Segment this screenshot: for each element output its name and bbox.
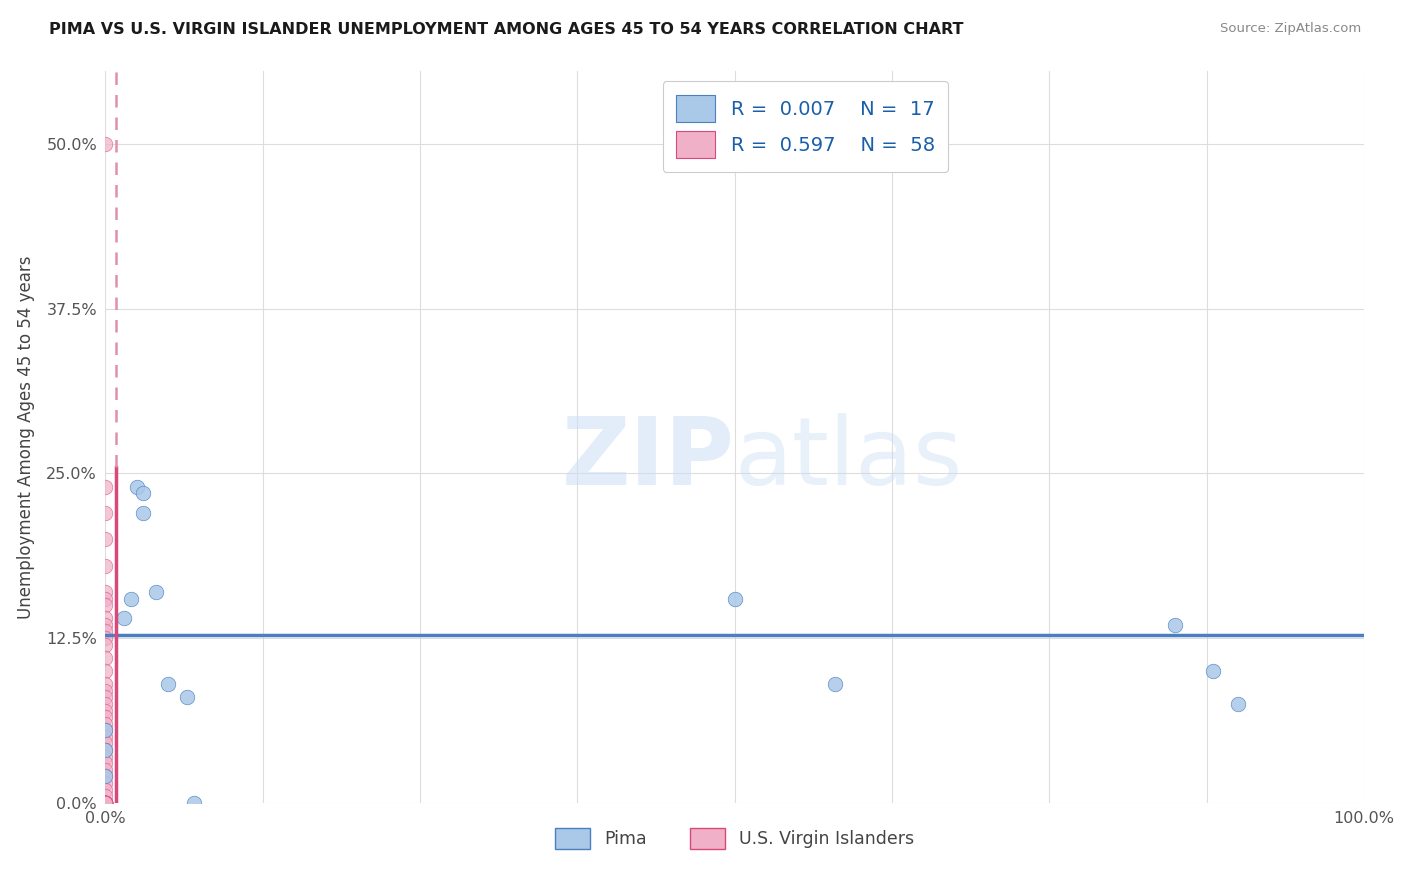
Point bbox=[94, 697, 117, 711]
Point bbox=[132, 486, 155, 500]
Text: ZIP: ZIP bbox=[562, 413, 734, 505]
Point bbox=[94, 618, 117, 632]
Point bbox=[94, 716, 117, 731]
Point bbox=[94, 704, 117, 718]
Point bbox=[94, 677, 117, 691]
Point bbox=[94, 749, 117, 764]
Point bbox=[94, 769, 117, 783]
Point bbox=[157, 677, 180, 691]
Point bbox=[94, 776, 117, 790]
Point bbox=[94, 743, 117, 757]
Point bbox=[94, 631, 117, 645]
Point bbox=[94, 796, 117, 810]
Point bbox=[824, 677, 846, 691]
Text: atlas: atlas bbox=[734, 413, 963, 505]
Point bbox=[125, 479, 148, 493]
Point bbox=[94, 796, 117, 810]
Point bbox=[94, 611, 117, 625]
Legend: Pima, U.S. Virgin Islanders: Pima, U.S. Virgin Islanders bbox=[548, 822, 921, 856]
Point bbox=[94, 479, 117, 493]
Point bbox=[94, 763, 117, 777]
Point bbox=[94, 710, 117, 724]
Point bbox=[1202, 664, 1225, 678]
Text: PIMA VS U.S. VIRGIN ISLANDER UNEMPLOYMENT AMONG AGES 45 TO 54 YEARS CORRELATION : PIMA VS U.S. VIRGIN ISLANDER UNEMPLOYMEN… bbox=[49, 22, 963, 37]
Point bbox=[94, 723, 117, 738]
Point bbox=[94, 796, 117, 810]
Point bbox=[94, 756, 117, 771]
Point bbox=[94, 136, 117, 151]
Point bbox=[94, 769, 117, 783]
Point bbox=[94, 585, 117, 599]
Point bbox=[94, 796, 117, 810]
Point bbox=[1164, 618, 1187, 632]
Point bbox=[145, 585, 167, 599]
Point bbox=[94, 796, 117, 810]
Point bbox=[94, 650, 117, 665]
Point bbox=[94, 796, 117, 810]
Point bbox=[94, 789, 117, 804]
Point bbox=[94, 683, 117, 698]
Y-axis label: Unemployment Among Ages 45 to 54 years: Unemployment Among Ages 45 to 54 years bbox=[17, 255, 35, 619]
Point bbox=[94, 796, 117, 810]
Point bbox=[94, 796, 117, 810]
Point bbox=[94, 558, 117, 573]
Point bbox=[94, 796, 117, 810]
Point bbox=[94, 723, 117, 738]
Point bbox=[94, 796, 117, 810]
Point bbox=[94, 796, 117, 810]
Point bbox=[723, 591, 745, 606]
Point bbox=[94, 638, 117, 652]
Point bbox=[94, 743, 117, 757]
Point bbox=[94, 796, 117, 810]
Point bbox=[176, 690, 198, 705]
Point bbox=[94, 796, 117, 810]
Point bbox=[94, 782, 117, 797]
Point bbox=[94, 598, 117, 612]
Point bbox=[94, 796, 117, 810]
Text: Source: ZipAtlas.com: Source: ZipAtlas.com bbox=[1220, 22, 1361, 36]
Point bbox=[94, 737, 117, 751]
Point bbox=[94, 796, 117, 810]
Point bbox=[94, 796, 117, 810]
Point bbox=[94, 506, 117, 520]
Point bbox=[94, 796, 117, 810]
Point bbox=[94, 796, 117, 810]
Point bbox=[132, 506, 155, 520]
Point bbox=[1226, 697, 1249, 711]
Point bbox=[94, 796, 117, 810]
Point bbox=[94, 796, 117, 810]
Point bbox=[94, 796, 117, 810]
Point bbox=[94, 796, 117, 810]
Point bbox=[94, 690, 117, 705]
Point bbox=[183, 796, 205, 810]
Point bbox=[94, 796, 117, 810]
Point bbox=[94, 796, 117, 810]
Point bbox=[94, 796, 117, 810]
Point bbox=[94, 591, 117, 606]
Point bbox=[94, 533, 117, 547]
Point bbox=[94, 624, 117, 639]
Point bbox=[112, 611, 135, 625]
Point bbox=[120, 591, 142, 606]
Point bbox=[94, 664, 117, 678]
Point bbox=[94, 730, 117, 744]
